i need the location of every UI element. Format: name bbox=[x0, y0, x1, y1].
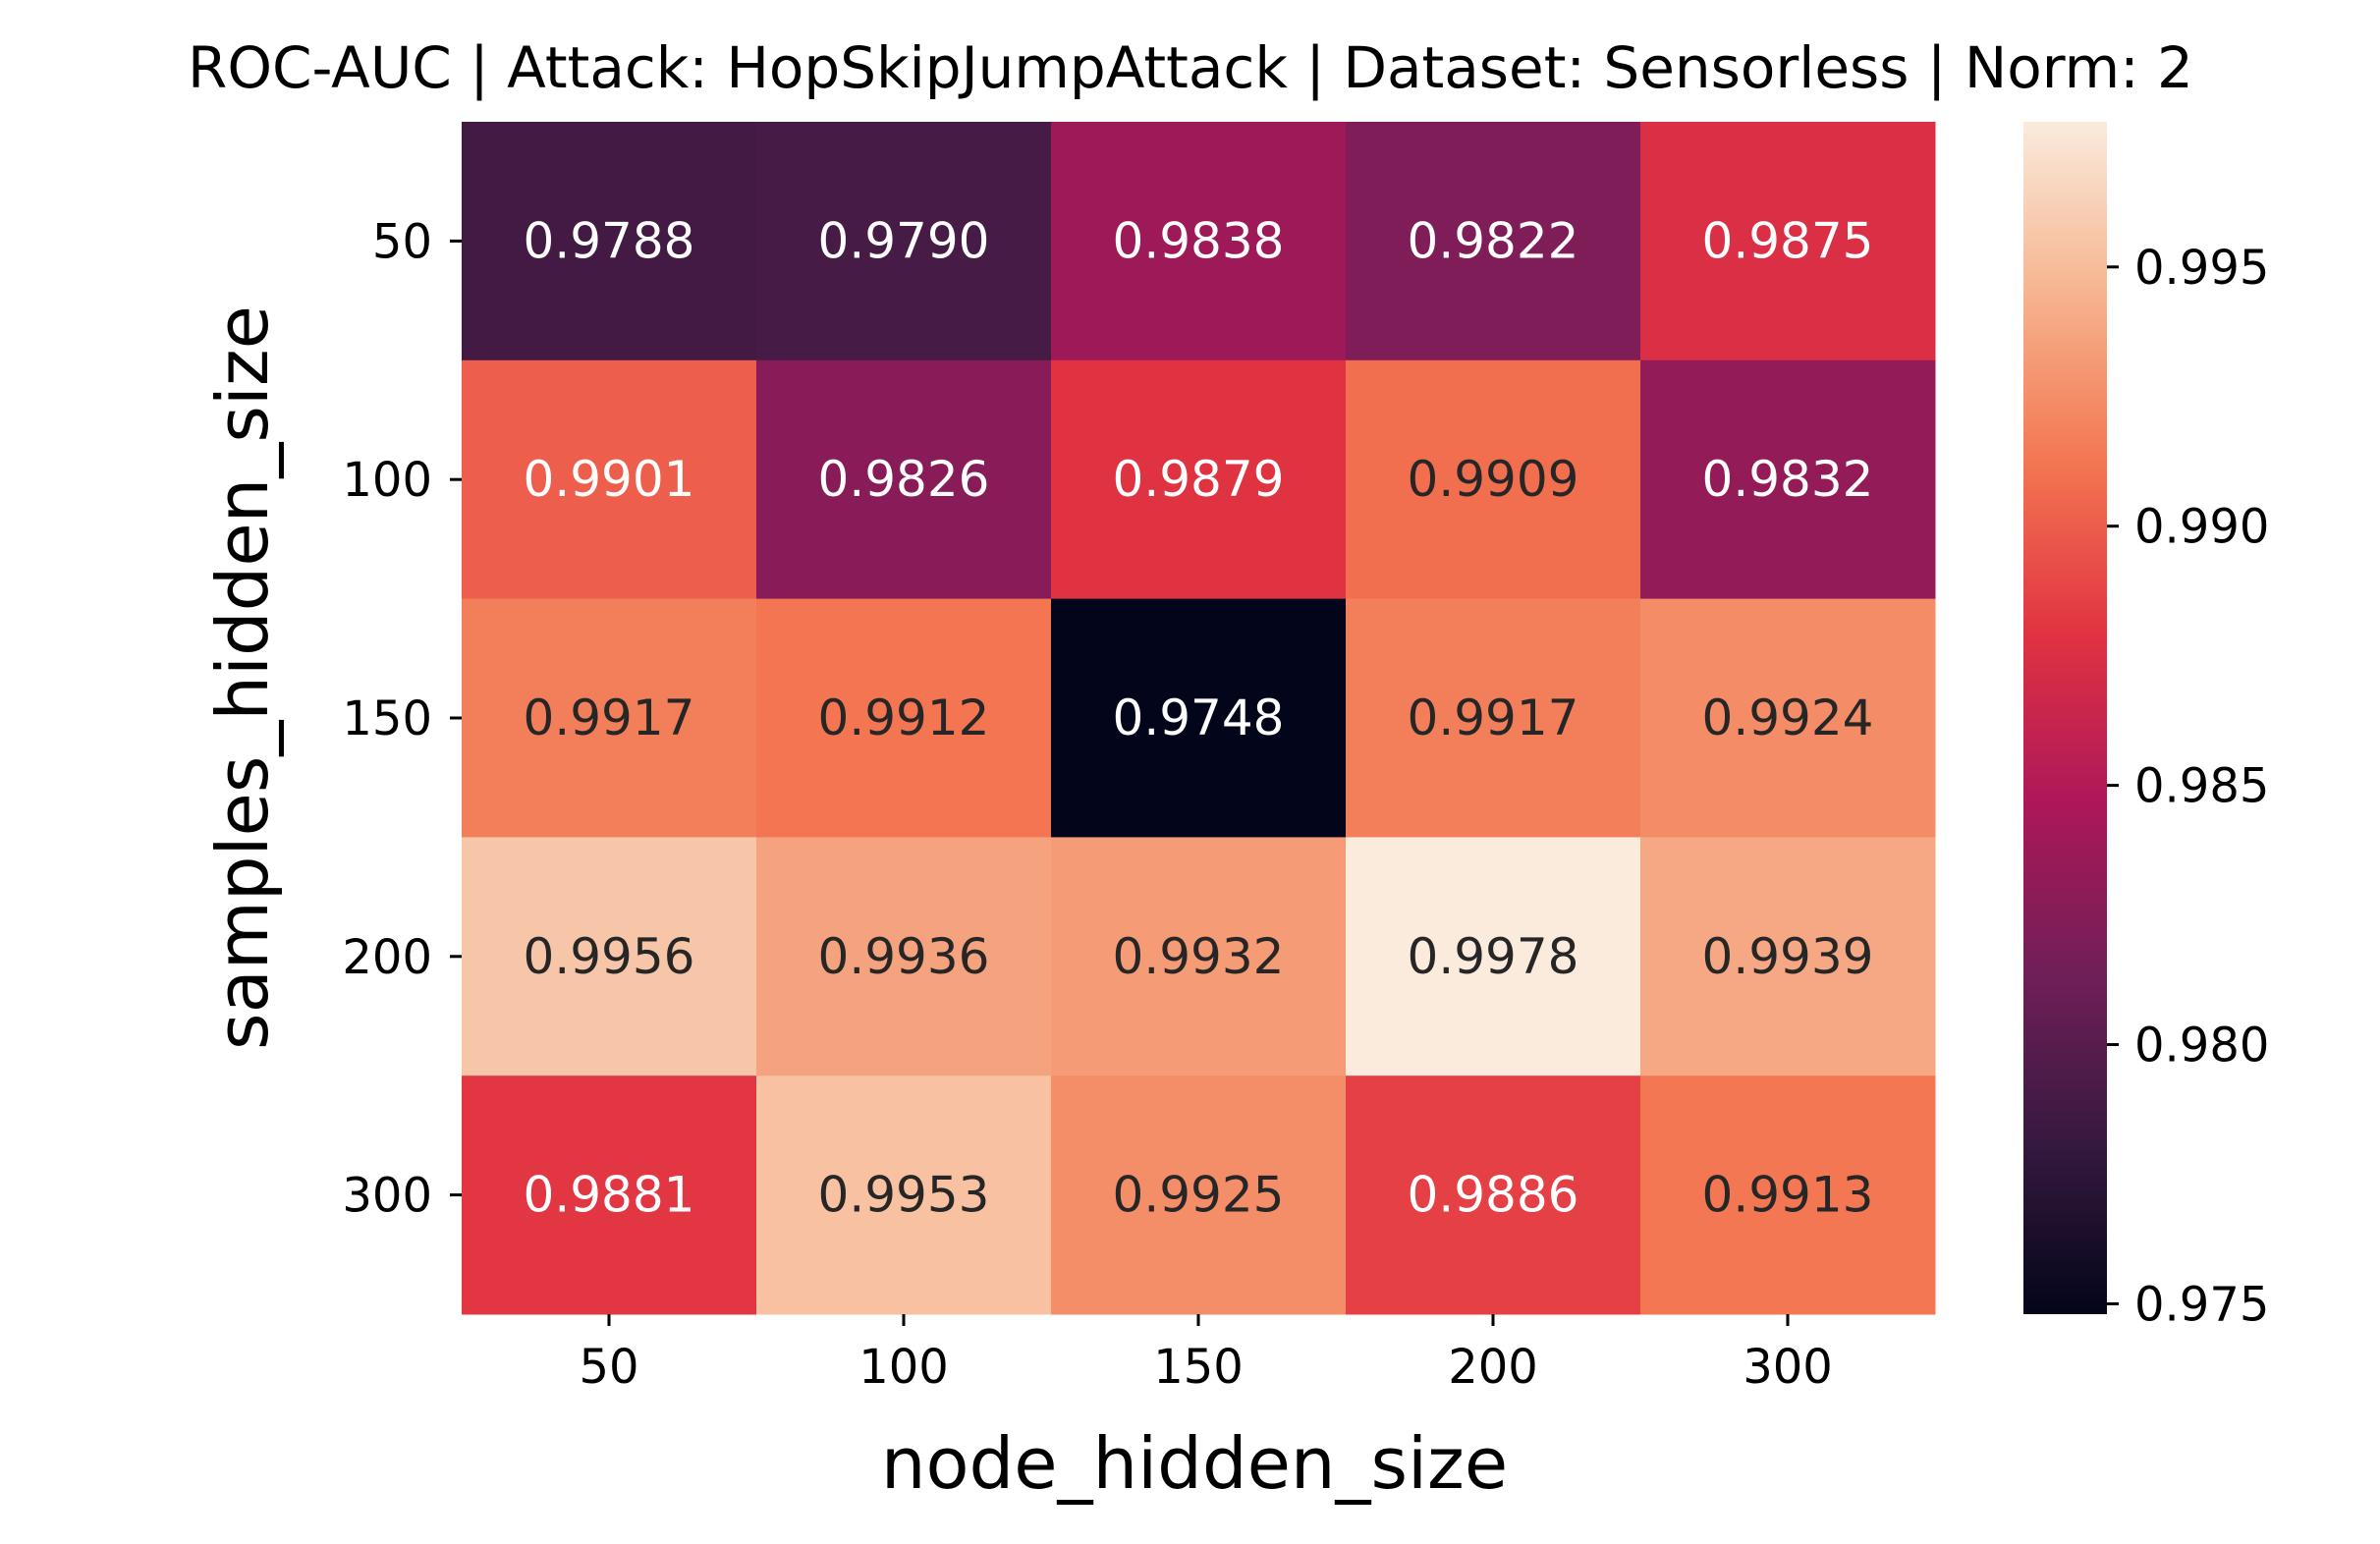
heatmap-cell bbox=[756, 837, 1052, 1076]
cell-value-label: 0.9822 bbox=[1408, 212, 1579, 269]
colorbar-tick-label: 0.980 bbox=[2134, 1019, 2269, 1074]
heatmap-cell bbox=[1640, 598, 1936, 838]
colorbar-tick-label: 0.995 bbox=[2134, 241, 2269, 296]
y-tick-label: 50 bbox=[372, 214, 432, 269]
y-axis-label: samples_hidden_size bbox=[201, 305, 284, 1050]
y-tick-label: 200 bbox=[342, 930, 432, 985]
heatmap-cells: 0.9788 0.9790 0.9838 0.9822 0.9875 0.9901 0.98… bbox=[462, 122, 1936, 1315]
colorbar bbox=[2023, 122, 2107, 1314]
heatmap-cell bbox=[1051, 359, 1347, 600]
cell-value-label: 0.9924 bbox=[1702, 689, 1874, 746]
heatmap-cell bbox=[1051, 837, 1347, 1076]
y-tick-label: 300 bbox=[342, 1169, 432, 1224]
cell-value-label: 0.9826 bbox=[818, 451, 990, 508]
heatmap-cell bbox=[1640, 359, 1936, 600]
cell-value-label: 0.9886 bbox=[1408, 1167, 1579, 1224]
cell-value-label: 0.9917 bbox=[524, 689, 695, 746]
cell-value-label: 0.9875 bbox=[1702, 212, 1874, 269]
heatmap-cell bbox=[1051, 598, 1347, 838]
heatmap-cell bbox=[1346, 1075, 1641, 1315]
cell-value-label: 0.9881 bbox=[524, 1167, 695, 1224]
heatmap-cell bbox=[1346, 837, 1641, 1076]
heatmap-cell bbox=[1346, 598, 1641, 838]
heatmap-cell bbox=[462, 359, 757, 600]
colorbar-tick-label: 0.990 bbox=[2134, 500, 2269, 555]
cell-value-label: 0.9912 bbox=[818, 689, 990, 746]
cell-value-label: 0.9936 bbox=[818, 928, 990, 985]
colorbar-tick-label: 0.985 bbox=[2134, 759, 2269, 814]
y-tick-label: 100 bbox=[342, 453, 432, 508]
x-axis-label: node_hidden_size bbox=[881, 1422, 1508, 1505]
cell-value-label: 0.9790 bbox=[818, 212, 990, 269]
cell-value-label: 0.9978 bbox=[1408, 928, 1579, 985]
heatmap-cell bbox=[1346, 359, 1641, 600]
heatmap-cell bbox=[756, 359, 1052, 600]
heatmap-cell bbox=[462, 122, 757, 361]
heatmap-cell bbox=[756, 1075, 1052, 1315]
cell-value-label: 0.9832 bbox=[1702, 451, 1874, 508]
heatmap-cell bbox=[1346, 122, 1641, 361]
heatmap-cell bbox=[1640, 837, 1936, 1076]
x-axis-ticks: 50 100 150 200 300 bbox=[579, 1314, 1833, 1395]
heatmap-cell bbox=[462, 837, 757, 1076]
cell-value-label: 0.9788 bbox=[524, 212, 695, 269]
heatmap-cell bbox=[1640, 1075, 1936, 1315]
cell-value-label: 0.9956 bbox=[524, 928, 695, 985]
x-tick-label: 50 bbox=[579, 1340, 638, 1395]
cell-value-label: 0.9953 bbox=[818, 1167, 990, 1224]
heatmap-cell bbox=[1051, 1075, 1347, 1315]
chart-title: ROC-AUC | Attack: HopSkipJumpAttack | Da… bbox=[188, 34, 2193, 101]
heatmap-cell bbox=[462, 1075, 757, 1315]
cell-value-label: 0.9932 bbox=[1113, 928, 1285, 985]
heatmap-cell bbox=[756, 598, 1052, 838]
cell-value-label: 0.9913 bbox=[1702, 1167, 1874, 1224]
cell-value-label: 0.9925 bbox=[1113, 1167, 1285, 1224]
cell-value-label: 0.9748 bbox=[1113, 689, 1285, 746]
heatmap-cell bbox=[462, 598, 757, 838]
colorbar-ticks: 0.975 0.980 0.985 0.990 0.995 bbox=[2107, 241, 2269, 1332]
cell-value-label: 0.9917 bbox=[1408, 689, 1579, 746]
cell-value-label: 0.9939 bbox=[1702, 928, 1874, 985]
cell-value-label: 0.9901 bbox=[524, 451, 695, 508]
heatmap-cell bbox=[756, 122, 1052, 361]
heatmap-cell bbox=[1640, 122, 1936, 361]
x-tick-label: 150 bbox=[1153, 1340, 1244, 1395]
cell-value-label: 0.9909 bbox=[1408, 451, 1579, 508]
cell-value-label: 0.9879 bbox=[1113, 451, 1285, 508]
x-tick-label: 200 bbox=[1448, 1340, 1538, 1395]
y-tick-label: 150 bbox=[342, 691, 432, 746]
x-tick-label: 100 bbox=[858, 1340, 949, 1395]
colorbar-tick-label: 0.975 bbox=[2134, 1277, 2269, 1332]
x-tick-label: 300 bbox=[1743, 1340, 1833, 1395]
cell-value-label: 0.9838 bbox=[1113, 212, 1285, 269]
heatmap-cell bbox=[1051, 122, 1347, 361]
y-axis-ticks: 50 100 150 200 300 bbox=[342, 214, 462, 1224]
